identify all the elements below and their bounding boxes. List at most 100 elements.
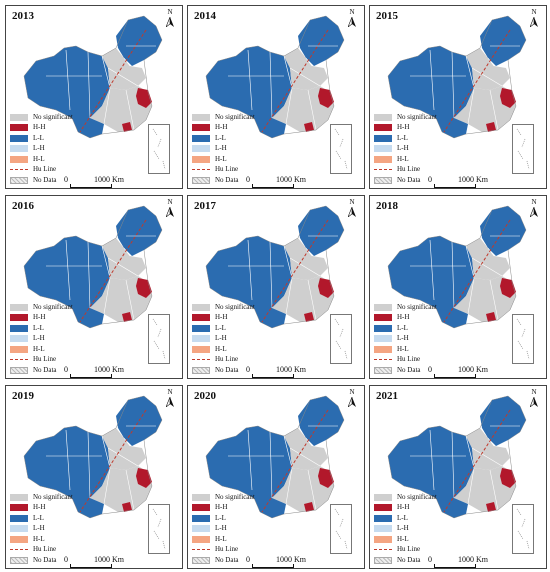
- legend-no-data: No Data: [374, 365, 437, 376]
- legend-swatch: [192, 303, 210, 311]
- legend-swatch: [192, 176, 210, 184]
- legend-no-significant: No significant: [10, 112, 73, 123]
- legend-swatch: [192, 335, 210, 343]
- region-south-hh: [122, 122, 132, 132]
- legend: No significant H-H L-L L-H H-L Hu Line: [10, 112, 73, 186]
- legend-swatch: [10, 525, 28, 533]
- panel-year: 2017: [194, 200, 216, 212]
- scale-zero: 0: [428, 175, 432, 184]
- legend-no-data: No Data: [10, 555, 73, 566]
- scale-bar-line: [252, 374, 294, 378]
- north-arrow: N: [528, 9, 540, 27]
- north-label: N: [531, 198, 537, 206]
- legend-swatch: [10, 366, 28, 374]
- legend-swatch: [192, 535, 210, 543]
- north-arrow: N: [346, 9, 358, 27]
- scale-distance: 1000 Km: [458, 555, 488, 564]
- legend-swatch: [10, 145, 28, 153]
- south-china-sea-inset: [330, 504, 352, 554]
- region-east-hh: [500, 468, 516, 488]
- legend-ll: L-L: [10, 513, 73, 524]
- scale-distance: 1000 Km: [94, 175, 124, 184]
- scale-bar-line: [434, 184, 476, 188]
- panel-year: 2015: [376, 10, 398, 22]
- legend-hl: H-L: [374, 154, 437, 165]
- legend-swatch: [374, 535, 392, 543]
- legend-swatch: [10, 493, 28, 501]
- legend-lh: L-H: [10, 524, 73, 535]
- region-northeast-ll: [298, 396, 344, 446]
- legend-swatch: [192, 366, 210, 374]
- north-arrow: N: [346, 389, 358, 407]
- legend-swatch: [374, 525, 392, 533]
- legend-ll: L-L: [10, 323, 73, 334]
- scale-bar-line: [70, 564, 112, 568]
- north-label: N: [531, 8, 537, 16]
- legend-swatch: [192, 134, 210, 142]
- panel-year: 2019: [12, 390, 34, 402]
- legend-swatch: [10, 314, 28, 322]
- legend-hh: H-H: [10, 313, 73, 324]
- legend-no-significant: No significant: [10, 492, 73, 503]
- region-northeast-ll: [116, 16, 162, 66]
- legend-swatch: [10, 113, 28, 121]
- legend-hl: H-L: [10, 534, 73, 545]
- islands-icon: [334, 318, 348, 360]
- legend-hl: H-L: [192, 154, 255, 165]
- region-south-hh: [304, 122, 314, 132]
- region-west-ll: [24, 46, 110, 118]
- hu-line: [261, 29, 329, 133]
- legend-swatch: [192, 525, 210, 533]
- map-panel-2021: 2021 N No significant H-H L-L: [369, 385, 547, 569]
- legend-hh: H-H: [192, 123, 255, 134]
- legend-swatch: [192, 124, 210, 132]
- legend-hh: H-H: [374, 503, 437, 514]
- region-north-ns: [102, 428, 146, 470]
- china-map: [387, 205, 527, 329]
- scale-bar-line: [252, 564, 294, 568]
- north-arrow-icon: [348, 397, 356, 407]
- legend-swatch: [374, 324, 392, 332]
- legend-swatch: [192, 166, 210, 173]
- region-east-hh: [136, 88, 152, 108]
- legend-lh: L-H: [192, 524, 255, 535]
- legend-swatch: [192, 113, 210, 121]
- legend-ll: L-L: [192, 323, 255, 334]
- legend-hl: H-L: [374, 534, 437, 545]
- country-outline: [387, 395, 527, 519]
- legend-swatch: [10, 535, 28, 543]
- china-map: [387, 15, 527, 139]
- region-east-hh: [136, 278, 152, 298]
- legend-swatch: [374, 356, 392, 363]
- province-borders: [410, 425, 520, 511]
- legend-swatch: [374, 166, 392, 173]
- scale-zero: 0: [246, 555, 250, 564]
- legend-swatch: [10, 155, 28, 163]
- legend-ll: L-L: [374, 133, 437, 144]
- country-outline: [205, 15, 345, 139]
- scale-distance: 1000 Km: [276, 175, 306, 184]
- region-east-hh: [136, 468, 152, 488]
- legend-swatch: [374, 124, 392, 132]
- region-south-hh: [486, 312, 496, 322]
- map-panel-2016: 2016 N No significant H-H L-L: [5, 195, 183, 379]
- legend-ll: L-L: [374, 513, 437, 524]
- legend: No significant H-H L-L L-H H-L Hu Line: [192, 492, 255, 566]
- china-map: [205, 395, 345, 519]
- map-panel-2014: 2014 N No significant H-H L-L: [187, 5, 365, 189]
- china-map: [23, 205, 163, 329]
- legend-swatch: [10, 166, 28, 173]
- map-panel-2019: 2019 N No significant H-H L-L: [5, 385, 183, 569]
- country-outline: [387, 15, 527, 139]
- region-northeast-ll: [480, 16, 526, 66]
- legend-swatch: [192, 145, 210, 153]
- legend-no-significant: No significant: [10, 302, 73, 313]
- legend-lh: L-H: [192, 144, 255, 155]
- region-north-ns: [466, 428, 510, 470]
- map-grid: 2013 N No significant H-H L-L: [5, 5, 547, 569]
- china-map: [23, 15, 163, 139]
- south-china-sea-inset: [148, 314, 170, 364]
- region-north-ns: [466, 238, 510, 280]
- region-northeast-ll: [480, 396, 526, 446]
- north-arrow-icon: [348, 207, 356, 217]
